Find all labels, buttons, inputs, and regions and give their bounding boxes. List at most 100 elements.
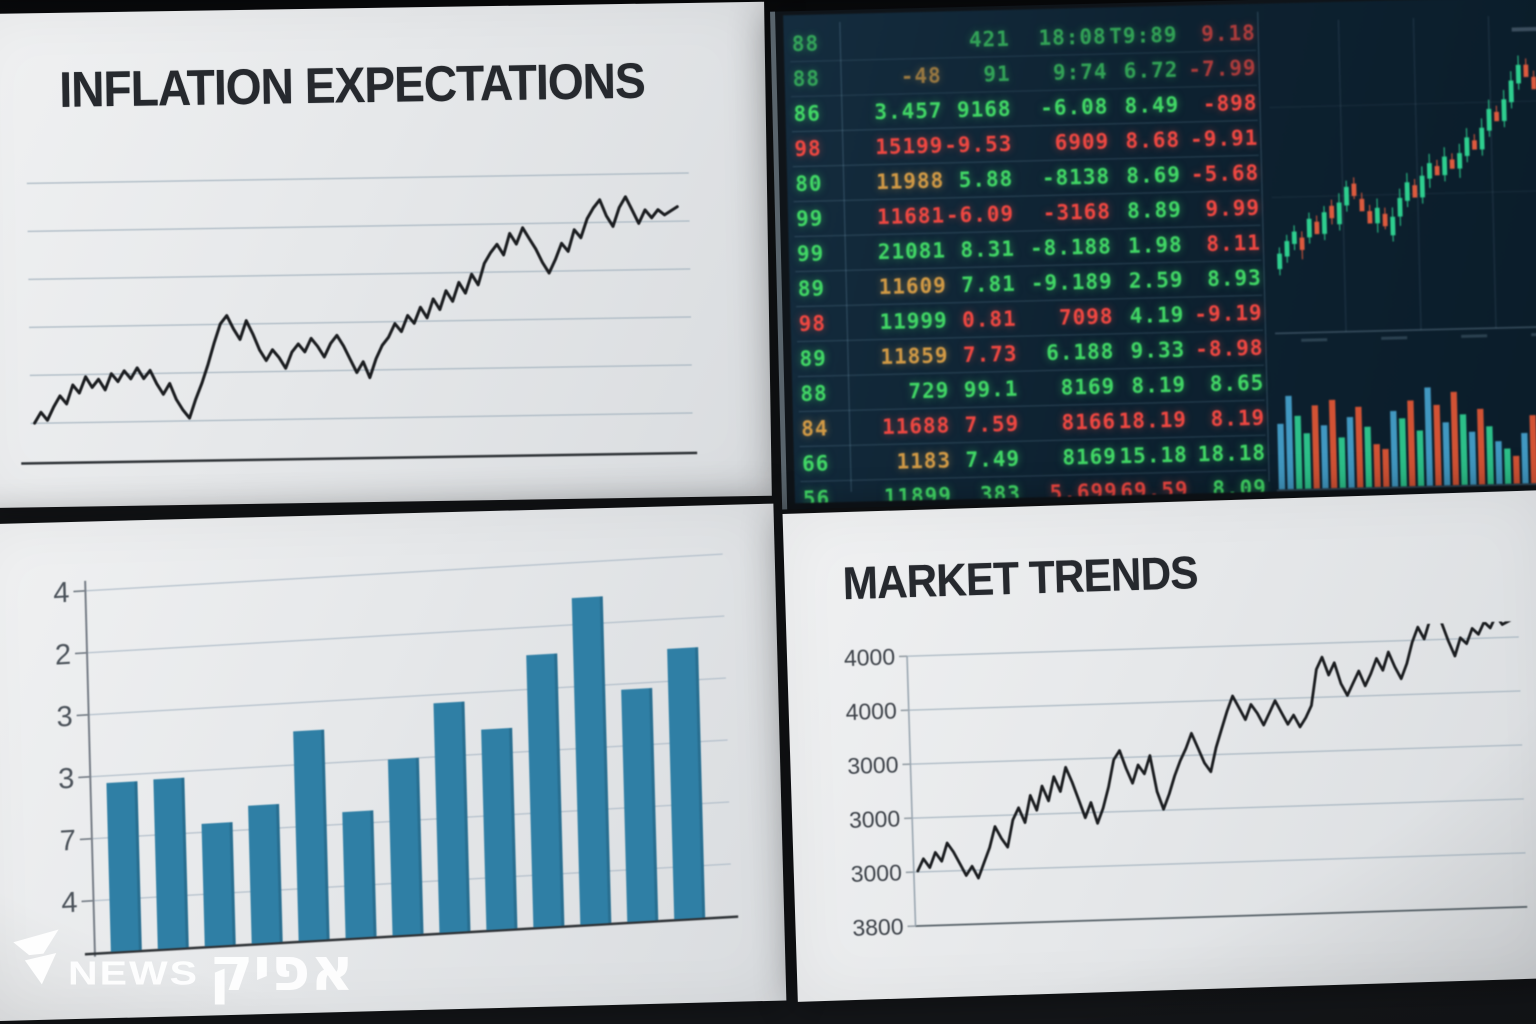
ticker-id-cell: 89 — [797, 276, 826, 302]
volume-bar — [1513, 455, 1520, 484]
candle-x-axis — [1275, 325, 1536, 335]
ticker-value-cell: -3168 — [1042, 199, 1112, 226]
volume-bar — [1477, 408, 1486, 485]
ticker-value-cell: -5.68 — [1190, 160, 1260, 187]
y-tick-label: 4000 — [844, 644, 896, 672]
ticker-value-cell: 3.457 — [874, 98, 943, 125]
bar-shade-edge — [415, 757, 424, 934]
gridline — [908, 690, 1521, 711]
bar-shade-edge — [134, 781, 142, 951]
ticker-value-cell: 8.68 — [1125, 127, 1181, 154]
bar-shade-edge — [461, 701, 471, 932]
y-tick-label: 4 — [61, 887, 78, 920]
y-tick-label: 3 — [58, 763, 75, 796]
ticker-value-cell: -9.19 — [1194, 300, 1263, 327]
volume-bar — [1407, 400, 1416, 487]
ticker-value-cell: -898 — [1202, 90, 1258, 117]
watermark-brand-hebrew: אפיק — [209, 935, 354, 1005]
ticker-value-cell: 21081 — [877, 238, 947, 265]
bar-shade-edge — [509, 727, 518, 929]
axis-label-smudge — [1280, 491, 1303, 495]
gridline — [915, 905, 1528, 927]
bar-shade-edge — [370, 810, 377, 937]
ticker-value-cell: 421 — [968, 26, 1011, 52]
volume-bar — [1486, 426, 1494, 485]
candle-body — [1397, 197, 1403, 217]
volume-bar — [1373, 444, 1381, 488]
candle-body — [1329, 205, 1335, 219]
faint-label-smudge — [1511, 26, 1536, 32]
candle-body — [1486, 108, 1492, 131]
ticker-value-cell: -6.08 — [1039, 94, 1109, 121]
ticker-value-cell: 18:08 — [1038, 24, 1107, 51]
market-series-line — [916, 620, 1516, 880]
candle-body — [1457, 153, 1463, 169]
ticker-value-cell: 11681 — [876, 203, 946, 230]
candle-body — [1336, 202, 1342, 225]
candle-body — [1314, 221, 1320, 235]
candle-body — [1382, 213, 1388, 227]
market-panel-title: MARKET TRENDS — [841, 546, 1199, 610]
volume-bar — [1442, 422, 1451, 486]
ticker-value-cell: -9.53 — [943, 131, 1013, 158]
axis-tick — [75, 652, 88, 655]
ticker-value-cell: 15199 — [874, 133, 944, 160]
blue-bar-chart: 4 2 3 3 7 4 — [53, 553, 739, 957]
ticker-value-cell: 18.19 — [1118, 407, 1188, 434]
ticker-value-cell: 18.18 — [1197, 440, 1267, 467]
market-trends-panel: MARKET TRENDS 4000 4000 3000 3000 3000 3800 — [782, 490, 1536, 1002]
gridline — [87, 615, 725, 654]
ticker-value-cell: -48 — [900, 63, 943, 89]
ticker-value-cell: 11899 — [883, 483, 953, 504]
ticker-id-cell: 56 — [802, 486, 831, 504]
candle-body — [1464, 137, 1470, 157]
ticker-id-cell: 99 — [795, 206, 824, 232]
ticker-value-cell: 11688 — [881, 413, 951, 440]
bar — [571, 596, 612, 925]
candle-body — [1367, 211, 1373, 224]
volume-bar — [1504, 448, 1512, 484]
inflation-line-chart — [21, 172, 698, 465]
bar — [481, 727, 518, 931]
ticker-value-cell: 99.1 — [963, 376, 1019, 403]
axis-label-smudge — [1424, 488, 1455, 492]
volume-bar — [1521, 432, 1529, 484]
volume-bar — [1450, 391, 1460, 486]
gridline — [910, 744, 1523, 765]
bar — [248, 803, 283, 944]
y-axis-line — [906, 656, 917, 927]
bar-shade-edge — [554, 653, 565, 926]
ticker-value-cell: -7.99 — [1188, 55, 1257, 82]
bar-shade-edge — [321, 729, 330, 940]
axis-tick — [79, 837, 92, 841]
ticker-id-cell: 84 — [800, 416, 829, 442]
ticker-id-cell: 98 — [794, 136, 822, 162]
ticker-id-cell: 88 — [792, 66, 821, 92]
ticker-value-cell: 7098 — [1058, 304, 1114, 330]
ticker-value-cell: 69.59 — [1120, 477, 1189, 504]
candle-body — [1449, 159, 1455, 169]
volume-bar — [1390, 410, 1399, 487]
volume-bar — [1346, 417, 1355, 488]
ticker-value-cell: 8169 — [1062, 444, 1118, 470]
y-tick-label: 2 — [55, 639, 72, 672]
ticker-value-cell: 8.65 — [1209, 370, 1265, 397]
ticker-value-cell: 6.188 — [1045, 339, 1115, 366]
candle-body — [1515, 64, 1522, 84]
ticker-value-cell: 8.09 — [1211, 475, 1268, 502]
ticker-value-cell: 8.19 — [1131, 372, 1187, 398]
ticker-value-cell: T9:89 — [1108, 22, 1178, 49]
candle-body — [1299, 237, 1305, 251]
ticker-value-cell: 9.33 — [1130, 337, 1186, 363]
candle-body — [1441, 156, 1448, 176]
ticker-value-cell: 8.19 — [1210, 405, 1266, 432]
volume-bar — [1416, 430, 1425, 486]
candle-body — [1321, 212, 1328, 234]
candle-body — [1412, 185, 1418, 198]
y-tick-label: 4000 — [845, 698, 897, 726]
bar — [293, 729, 330, 941]
x-axis-label-smudge — [1301, 338, 1328, 342]
ticker-value-cell: 11988 — [875, 168, 945, 195]
candle-body — [1434, 165, 1440, 176]
volume-bar — [1398, 418, 1407, 487]
